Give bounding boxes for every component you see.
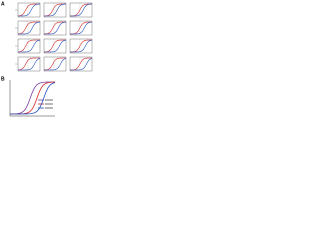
curve — [70, 21, 93, 35]
panel-frame — [69, 20, 93, 36]
curve — [70, 39, 93, 53]
curve — [70, 58, 93, 71]
curve — [17, 3, 40, 17]
curve — [18, 21, 41, 35]
curve — [43, 3, 67, 17]
curve — [43, 57, 67, 71]
panel-frame — [69, 56, 93, 72]
curve — [43, 3, 67, 17]
curve — [17, 21, 40, 35]
background — [0, 0, 100, 122]
curve — [43, 21, 67, 35]
curve — [18, 58, 41, 71]
panel-frame — [43, 38, 67, 54]
legend-text — [45, 99, 53, 101]
curve — [44, 21, 67, 35]
curve — [44, 58, 67, 71]
curve — [69, 3, 93, 17]
panel-frame — [43, 56, 67, 72]
panel-frame — [43, 2, 67, 18]
curve — [43, 39, 67, 53]
curve — [10, 82, 56, 115]
legend-text — [45, 107, 53, 109]
curve — [44, 39, 67, 53]
panel-label: A — [1, 1, 5, 7]
curve — [18, 39, 41, 53]
legend-text — [45, 103, 53, 105]
curve — [17, 57, 40, 71]
figure: A B — [0, 0, 100, 122]
page: A B (() => { const data = JSON.parse(doc… — [0, 0, 100, 122]
curve — [17, 3, 41, 17]
panel-label: B — [1, 76, 5, 82]
panel-frame — [69, 38, 93, 54]
curve — [17, 39, 40, 53]
panel-frame — [43, 20, 67, 36]
panel-frame — [69, 2, 93, 18]
